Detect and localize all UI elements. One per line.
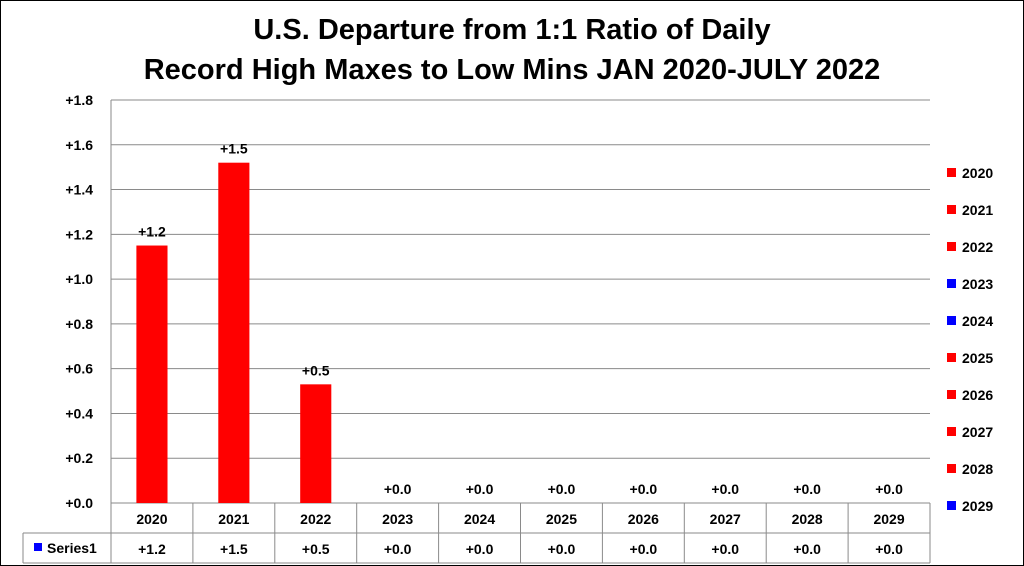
legend-swatch bbox=[947, 390, 956, 399]
legend-swatch bbox=[947, 242, 956, 251]
y-tick-label: +0.8 bbox=[65, 316, 93, 332]
table-value: +0.5 bbox=[302, 541, 330, 557]
x-tick-label: 2021 bbox=[218, 511, 249, 527]
data-label: +0.0 bbox=[793, 481, 821, 497]
y-tick-label: +0.0 bbox=[65, 495, 93, 511]
x-tick-label: 2026 bbox=[628, 511, 659, 527]
series-key-label: Series1 bbox=[47, 540, 97, 556]
legend-swatch bbox=[947, 205, 956, 214]
x-tick-label: 2027 bbox=[710, 511, 741, 527]
x-tick-label: 2022 bbox=[300, 511, 331, 527]
table-value: +0.0 bbox=[630, 541, 658, 557]
y-tick-label: +0.6 bbox=[65, 361, 93, 377]
x-tick-label: 2029 bbox=[873, 511, 904, 527]
legend-swatch bbox=[947, 501, 956, 510]
legend-swatch bbox=[947, 427, 956, 436]
data-label: +0.0 bbox=[548, 481, 576, 497]
x-tick-label: 2024 bbox=[464, 511, 495, 527]
legend-label: 2022 bbox=[962, 239, 993, 255]
table-value: +0.0 bbox=[793, 541, 821, 557]
table-value: +0.0 bbox=[711, 541, 739, 557]
bar bbox=[300, 384, 332, 503]
bars bbox=[136, 162, 332, 503]
data-label: +1.5 bbox=[220, 141, 248, 157]
series-key-swatch bbox=[34, 543, 42, 551]
y-tick-label: +1.6 bbox=[65, 137, 93, 153]
y-tick-label: +0.2 bbox=[65, 450, 93, 466]
legend-label: 2028 bbox=[962, 461, 993, 477]
legend-label: 2023 bbox=[962, 276, 993, 292]
legend-swatch bbox=[947, 279, 956, 288]
x-tick-label: 2028 bbox=[792, 511, 823, 527]
y-tick-label: +0.4 bbox=[65, 405, 93, 421]
data-label: +0.5 bbox=[302, 362, 330, 378]
table-value: +0.0 bbox=[466, 541, 494, 557]
data-label: +1.2 bbox=[138, 224, 166, 240]
data-label: +0.0 bbox=[711, 481, 739, 497]
legend-label: 2021 bbox=[962, 202, 993, 218]
table-value: +0.0 bbox=[548, 541, 576, 557]
legend-label: 2026 bbox=[962, 387, 993, 403]
table-value: +1.5 bbox=[220, 541, 248, 557]
legend-label: 2025 bbox=[962, 350, 993, 366]
x-tick-label: 2023 bbox=[382, 511, 413, 527]
data-labels: +1.2 +1.5 +0.5 +0.0 +0.0 +0.0 +0.0 +0.0 +0.0 +0.0 bbox=[138, 141, 903, 497]
legend-label: 2024 bbox=[962, 313, 993, 329]
table-value: +0.0 bbox=[875, 541, 903, 557]
y-tick-label: +1.2 bbox=[65, 226, 93, 242]
legend-label: 2020 bbox=[962, 165, 993, 181]
legend-swatch bbox=[947, 353, 956, 362]
bar bbox=[218, 162, 250, 503]
legend-swatch bbox=[947, 464, 956, 473]
data-label: +0.0 bbox=[875, 481, 903, 497]
table-value: +1.2 bbox=[138, 541, 166, 557]
legend-label: 2027 bbox=[962, 424, 993, 440]
bar bbox=[136, 245, 168, 503]
y-tick-label: +1.0 bbox=[65, 271, 93, 287]
chart-title-line-2: Record High Maxes to Low Mins JAN 2020-J… bbox=[144, 54, 881, 86]
legend: 2020 2021 2022 2023 2024 2025 2026 2027 2028 2029 bbox=[947, 165, 993, 514]
y-axis-ticks: +0.0 +0.2 +0.4 +0.6 +0.8 +1.0 +1.2 +1.4 +1.6 +1.8 bbox=[65, 92, 93, 511]
legend-label: 2029 bbox=[962, 498, 993, 514]
x-tick-label: 2020 bbox=[136, 511, 167, 527]
data-table: 2020 +1.2 2021 +1.5 2022 +0.5 2023 +0.0 2024 +0.0… bbox=[22, 503, 931, 564]
legend-swatch bbox=[947, 168, 956, 177]
table-value: +0.0 bbox=[384, 541, 412, 557]
chart-title-line-1: U.S. Departure from 1:1 Ratio of Daily bbox=[253, 14, 770, 46]
y-tick-label: +1.4 bbox=[65, 182, 93, 198]
data-label: +0.0 bbox=[384, 481, 412, 497]
legend-swatch bbox=[947, 316, 956, 325]
x-tick-label: 2025 bbox=[546, 511, 577, 527]
data-label: +0.0 bbox=[630, 481, 658, 497]
y-tick-label: +1.8 bbox=[65, 92, 93, 108]
data-label: +0.0 bbox=[466, 481, 494, 497]
